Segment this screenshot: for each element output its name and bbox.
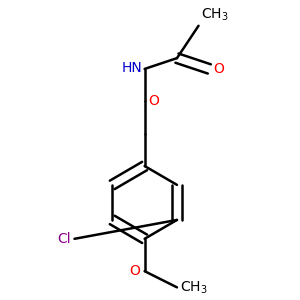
Text: CH$_3$: CH$_3$	[201, 7, 229, 23]
Text: CH$_3$: CH$_3$	[180, 279, 207, 296]
Text: O: O	[130, 264, 141, 278]
Text: O: O	[149, 94, 160, 108]
Text: Cl: Cl	[57, 232, 70, 246]
Text: HN: HN	[121, 61, 142, 75]
Text: O: O	[213, 62, 224, 76]
